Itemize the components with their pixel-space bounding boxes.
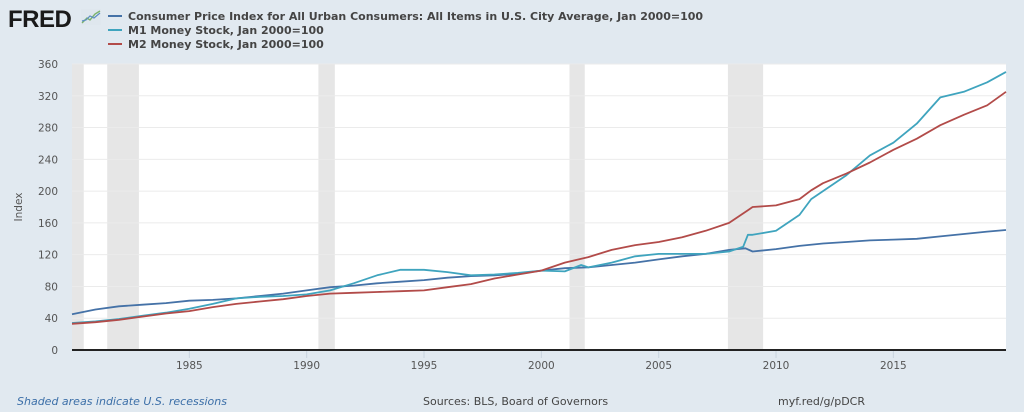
y-tick-label: 0	[51, 345, 58, 357]
x-tick-label: 1995	[411, 360, 438, 372]
y-tick-label: 200	[38, 186, 58, 198]
recession-band	[72, 64, 84, 350]
y-tick-label: 160	[38, 218, 58, 230]
recession-band	[569, 64, 585, 350]
legend-label: M1 Money Stock, Jan 2000=100	[128, 23, 324, 37]
y-tick-label: 320	[38, 91, 58, 103]
x-tick-label: 2005	[645, 360, 672, 372]
legend-label: M2 Money Stock, Jan 2000=100	[128, 37, 324, 51]
legend-label: Consumer Price Index for All Urban Consu…	[128, 9, 704, 23]
y-tick-label: 80	[45, 281, 58, 293]
x-tick-label: 2000	[528, 360, 555, 372]
series-line-1	[71, 71, 1007, 324]
recession-band	[318, 64, 335, 350]
legend-item[interactable]: M2 Money Stock, Jan 2000=100	[108, 37, 703, 51]
legend-swatch	[108, 43, 122, 45]
x-tick-label: 2010	[763, 360, 790, 372]
y-axis-label: Index	[13, 193, 25, 222]
short-link[interactable]: myf.red/g/pDCR	[778, 395, 865, 408]
legend-swatch	[108, 15, 122, 17]
chart-line-icon	[81, 9, 101, 25]
fred-logo[interactable]: FRED	[8, 6, 72, 33]
legend-swatch	[108, 29, 122, 31]
x-tick-label: 1990	[293, 360, 320, 372]
series-line-2	[71, 91, 1007, 325]
sources-text: Sources: BLS, Board of Governors	[423, 395, 609, 408]
recession-band	[107, 64, 139, 350]
y-tick-label: 40	[45, 313, 58, 325]
recession-note: Shaded areas indicate U.S. recessions	[17, 395, 227, 408]
legend-item[interactable]: Consumer Price Index for All Urban Consu…	[108, 9, 703, 23]
x-tick-label: 1985	[176, 360, 203, 372]
plot-area	[72, 64, 1006, 350]
legend-item[interactable]: M1 Money Stock, Jan 2000=100	[108, 23, 703, 37]
x-tick-label: 2015	[880, 360, 907, 372]
y-tick-label: 280	[38, 123, 58, 135]
y-tick-label: 240	[38, 154, 58, 166]
chart-legend: Consumer Price Index for All Urban Consu…	[108, 9, 703, 51]
y-tick-label: 120	[38, 250, 58, 262]
y-tick-label: 360	[38, 59, 58, 71]
